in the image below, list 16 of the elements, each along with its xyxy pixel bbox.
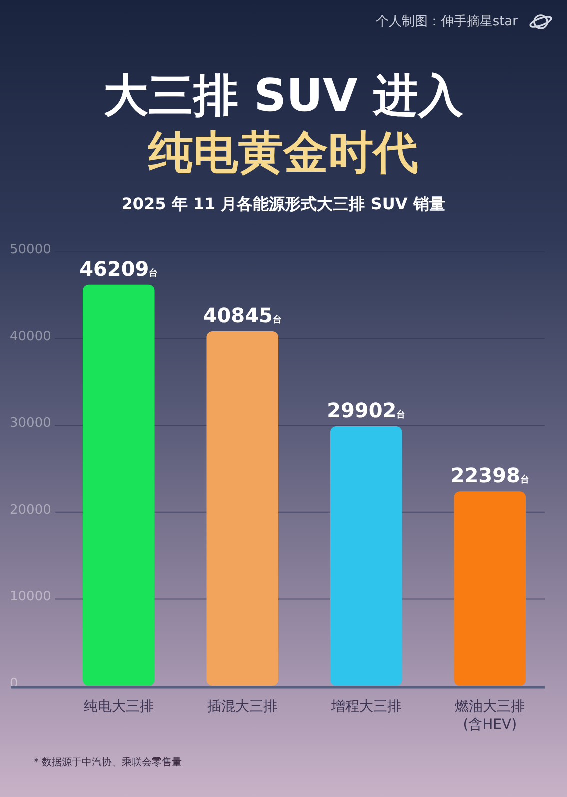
x-tick-label: 燃油大三排 (含HEV) xyxy=(455,699,526,733)
text: 个人制图：伸手摘星star xyxy=(376,14,519,30)
data-label: 29902台 xyxy=(327,398,406,422)
x-tick-label: 纯电大三排 xyxy=(84,699,154,715)
x-tick-label: 增程大三排 xyxy=(330,699,402,715)
text: * 数据源于中汽协、乘联会零售量 xyxy=(34,756,182,768)
data-label: 22398台 xyxy=(450,464,530,488)
y-tick-label: 50000 xyxy=(10,242,52,258)
data-label: 40845台 xyxy=(203,303,282,328)
y-tick-label: 40000 xyxy=(10,329,52,344)
data-label: 46209台 xyxy=(80,256,158,281)
chart-subtitle: 2025 年 11 月各能源形式大三排 SUV 销量 xyxy=(122,194,446,214)
chart-title: 大三排 SUV 进入纯电黄金时代 xyxy=(103,69,465,179)
x-tick-label: 插混大三排 xyxy=(208,699,278,715)
y-tick-label: 30000 xyxy=(10,416,52,432)
y-tick-label: 20000 xyxy=(10,502,52,518)
